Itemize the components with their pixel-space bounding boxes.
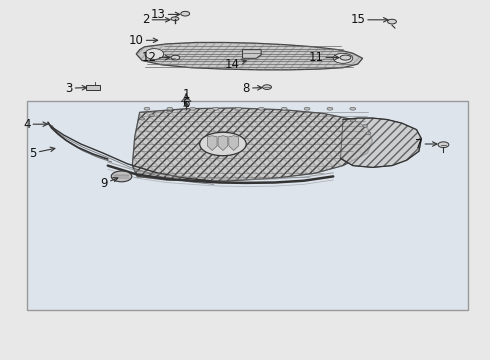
Ellipse shape: [144, 107, 150, 110]
Ellipse shape: [388, 19, 396, 24]
Ellipse shape: [263, 85, 271, 90]
Text: 8: 8: [243, 82, 262, 95]
Ellipse shape: [171, 55, 180, 60]
Ellipse shape: [236, 107, 242, 110]
Ellipse shape: [145, 49, 164, 59]
Ellipse shape: [340, 55, 351, 60]
Polygon shape: [86, 85, 100, 90]
Text: 1: 1: [182, 88, 190, 101]
Polygon shape: [229, 136, 239, 150]
Polygon shape: [341, 118, 421, 167]
Polygon shape: [218, 136, 228, 150]
Ellipse shape: [350, 107, 356, 110]
Ellipse shape: [327, 107, 333, 110]
Ellipse shape: [281, 107, 287, 110]
Ellipse shape: [438, 142, 449, 148]
Ellipse shape: [181, 12, 190, 16]
Ellipse shape: [258, 107, 264, 110]
Polygon shape: [243, 50, 261, 58]
Ellipse shape: [111, 171, 132, 182]
Text: 6: 6: [182, 97, 190, 110]
Bar: [27, 101, 468, 310]
Ellipse shape: [213, 107, 219, 110]
Ellipse shape: [190, 107, 196, 110]
Ellipse shape: [200, 132, 246, 156]
Ellipse shape: [149, 114, 154, 117]
Polygon shape: [181, 99, 191, 102]
Ellipse shape: [366, 132, 371, 135]
Text: 2: 2: [142, 13, 170, 26]
Text: 12: 12: [142, 51, 170, 64]
Text: 9: 9: [100, 177, 118, 190]
Text: 3: 3: [65, 82, 87, 95]
Polygon shape: [207, 136, 217, 150]
Ellipse shape: [333, 53, 353, 63]
Text: 5: 5: [29, 147, 55, 159]
Text: 14: 14: [225, 58, 246, 71]
Text: 4: 4: [23, 118, 48, 131]
Ellipse shape: [140, 117, 145, 120]
Ellipse shape: [350, 120, 355, 122]
Polygon shape: [132, 108, 372, 181]
Text: 15: 15: [350, 13, 388, 26]
Text: 7: 7: [415, 138, 437, 150]
Ellipse shape: [171, 17, 179, 21]
Ellipse shape: [167, 111, 172, 114]
Ellipse shape: [167, 107, 173, 110]
Ellipse shape: [304, 107, 310, 110]
Polygon shape: [136, 42, 363, 70]
Text: 13: 13: [151, 8, 180, 21]
Text: 10: 10: [129, 34, 158, 47]
Text: 11: 11: [308, 51, 339, 64]
Ellipse shape: [363, 125, 368, 127]
